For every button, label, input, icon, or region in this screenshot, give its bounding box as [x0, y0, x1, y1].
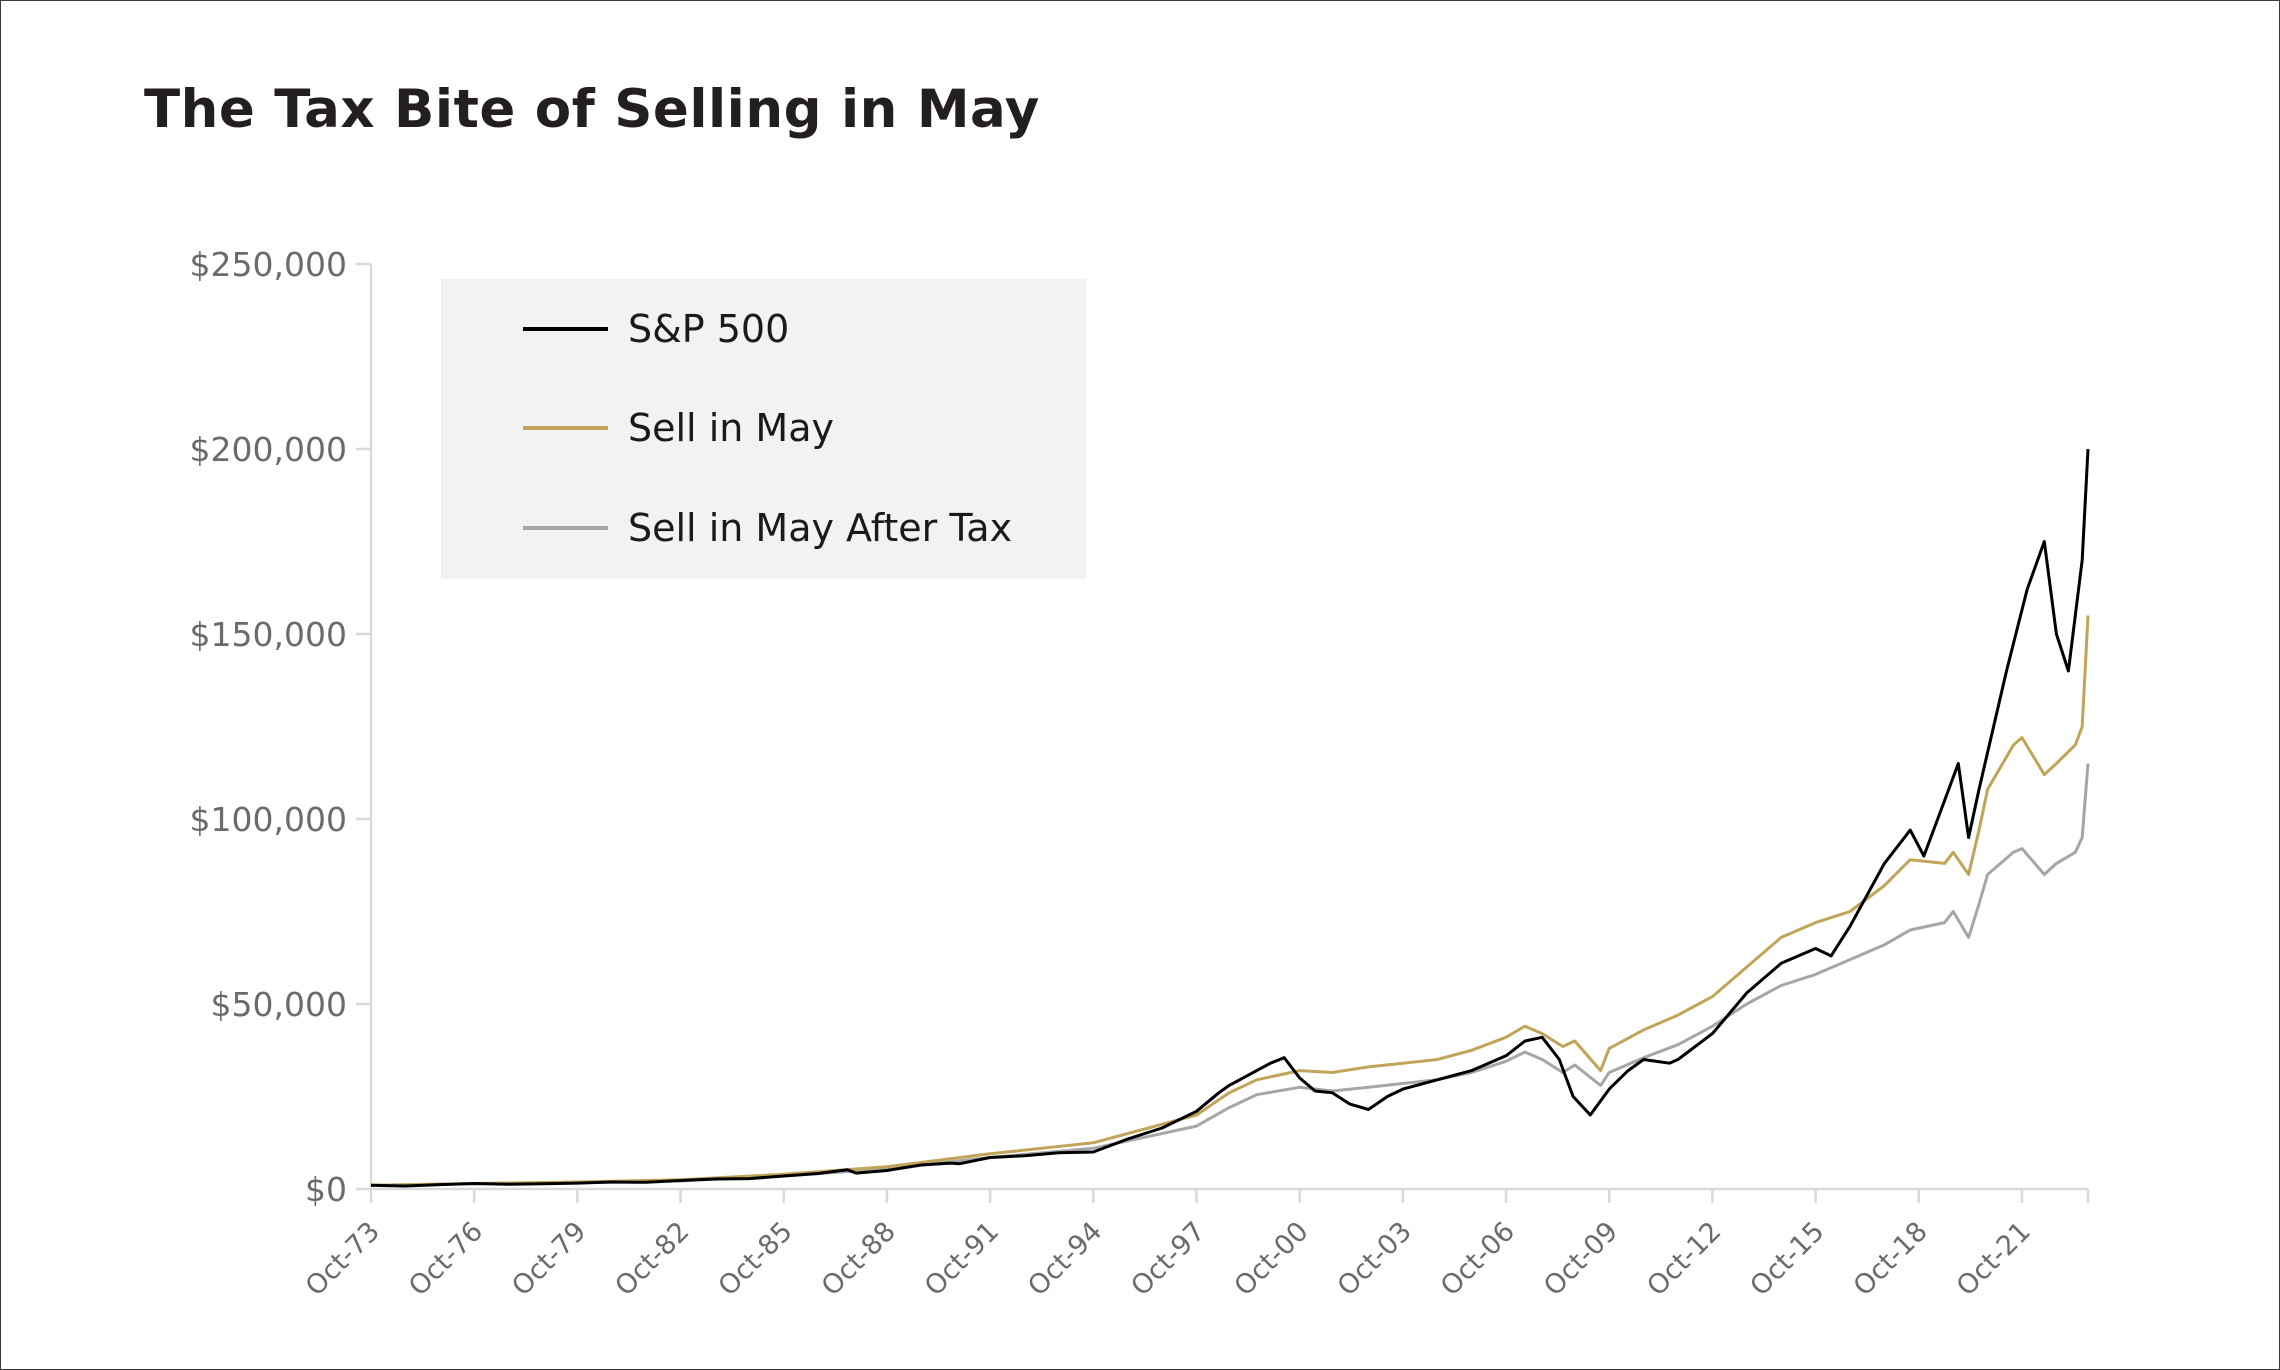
- x-tick-label: Oct-97: [1125, 1216, 1211, 1302]
- y-tick-label: $150,000: [190, 615, 347, 654]
- x-tick-label: Oct-03: [1332, 1216, 1418, 1302]
- x-tick-label: Oct-82: [609, 1216, 695, 1302]
- legend-item-sp500: S&P 500: [523, 307, 789, 351]
- y-tick-label: $0: [305, 1170, 347, 1209]
- legend-label-sp500: S&P 500: [628, 307, 789, 351]
- x-tick-label: Oct-79: [506, 1216, 592, 1302]
- x-tick-label: Oct-15: [1744, 1216, 1830, 1302]
- series-line-sell-in-may: [370, 615, 2090, 1187]
- x-tick-label: Oct-00: [1228, 1216, 1314, 1302]
- legend: S&P 500 Sell in May Sell in May After Ta…: [441, 279, 1086, 579]
- y-tick-label: $250,000: [190, 245, 347, 284]
- x-tick-label: Oct-94: [1022, 1216, 1108, 1302]
- x-tick-label: Oct-73: [300, 1216, 386, 1302]
- x-axis: Oct-73 Oct-76 Oct-79 Oct-82 Oct-85 Oct-88 Oct-…: [300, 1187, 2090, 1302]
- y-tick-label: $100,000: [190, 800, 347, 839]
- series-line-sell-in-may-after-tax: [370, 763, 2090, 1187]
- x-tick-label: Oct-91: [919, 1216, 1005, 1302]
- legend-label-sell-in-may-after-tax: Sell in May After Tax: [628, 506, 1012, 550]
- legend-item-sell-in-may: Sell in May: [523, 406, 834, 450]
- series-line-sp500: [370, 448, 2090, 1188]
- x-tick-label: Oct-09: [1538, 1216, 1624, 1302]
- legend-label-sell-in-may: Sell in May: [628, 406, 834, 450]
- series-layer: [370, 448, 2090, 1188]
- x-tick-label: Oct-12: [1641, 1216, 1727, 1302]
- chart-title: The Tax Bite of Selling in May: [144, 79, 1040, 140]
- x-tick-label: Oct-85: [713, 1216, 799, 1302]
- x-tick-label: Oct-21: [1951, 1216, 2037, 1302]
- x-tick-label: Oct-18: [1848, 1216, 1934, 1302]
- y-tick-label: $200,000: [190, 430, 347, 469]
- legend-item-sell-in-may-after-tax: Sell in May After Tax: [523, 506, 1012, 550]
- x-tick-label: Oct-06: [1435, 1216, 1521, 1302]
- x-tick-label: Oct-88: [816, 1216, 902, 1302]
- y-axis: $0 $50,000 $100,000 $150,000 $200,000 $250,00…: [190, 245, 373, 1209]
- x-tick-label: Oct-76: [403, 1216, 489, 1302]
- y-tick-label: $50,000: [211, 985, 347, 1024]
